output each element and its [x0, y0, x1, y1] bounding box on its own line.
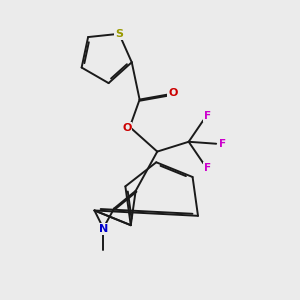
- Text: F: F: [204, 163, 211, 173]
- Text: O: O: [168, 88, 178, 98]
- Text: F: F: [220, 139, 226, 149]
- Text: N: N: [99, 224, 108, 234]
- Text: F: F: [204, 111, 211, 121]
- Text: O: O: [122, 123, 131, 133]
- Text: S: S: [115, 29, 123, 39]
